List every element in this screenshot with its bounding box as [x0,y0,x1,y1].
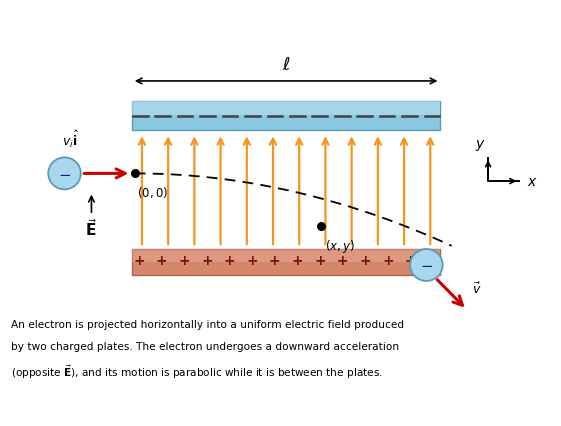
Text: $\vec{\mathbf{E}}$: $\vec{\mathbf{E}}$ [85,219,98,239]
Text: $x$: $x$ [527,176,537,189]
Text: +: + [269,254,280,268]
Bar [132,249,440,275]
Text: +: + [314,254,326,268]
Text: $\ell$: $\ell$ [282,56,291,74]
Text: $\vec{v}$: $\vec{v}$ [472,282,482,297]
Text: +: + [404,254,416,268]
Text: +: + [360,254,371,268]
Text: An electron is projected horizontally into a uniform electric field produced: An electron is projected horizontally in… [11,320,404,329]
Text: $-$: $-$ [420,257,433,273]
Text: $(0, 0)$: $(0, 0)$ [137,185,168,200]
Text: +: + [201,254,213,268]
Text: +: + [246,254,258,268]
Text: +: + [427,254,439,268]
Text: +: + [382,254,394,268]
Text: +: + [134,254,145,268]
Bar [132,249,440,262]
Text: $v_i\hat{\mathbf{i}}$: $v_i\hat{\mathbf{i}}$ [62,129,79,150]
Bar [132,101,440,115]
Text: +: + [337,254,348,268]
Text: $y$: $y$ [475,138,486,153]
Ellipse shape [48,157,81,189]
Bar [132,101,440,130]
Text: $(x, y)$: $(x, y)$ [325,238,356,255]
Text: (opposite $\vec{\mathbf{E}}$), and its motion is parabolic while it is between t: (opposite $\vec{\mathbf{E}}$), and its m… [11,364,383,381]
Text: by two charged plates. The electron undergoes a downward acceleration: by two charged plates. The electron unde… [11,342,399,351]
Text: +: + [178,254,190,268]
Text: $-$: $-$ [58,166,71,181]
Text: +: + [224,254,236,268]
Text: +: + [292,254,304,268]
Ellipse shape [410,249,443,281]
Text: +: + [156,254,168,268]
